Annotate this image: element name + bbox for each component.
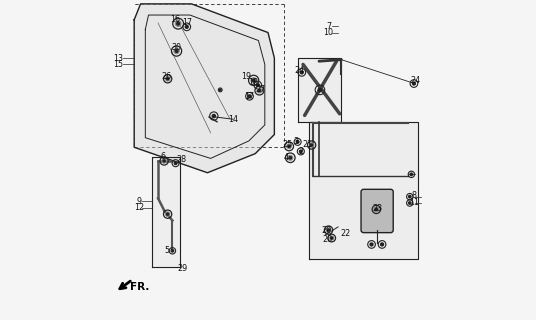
Circle shape bbox=[370, 243, 373, 246]
Circle shape bbox=[408, 202, 411, 204]
Circle shape bbox=[310, 143, 314, 147]
Circle shape bbox=[256, 84, 259, 87]
Text: 2: 2 bbox=[298, 147, 303, 156]
Circle shape bbox=[257, 88, 262, 93]
Polygon shape bbox=[152, 157, 181, 267]
Text: 10: 10 bbox=[324, 28, 333, 37]
Text: 13: 13 bbox=[113, 53, 123, 62]
Circle shape bbox=[311, 144, 312, 146]
Circle shape bbox=[167, 78, 169, 80]
Circle shape bbox=[175, 50, 178, 52]
Circle shape bbox=[288, 145, 290, 148]
Circle shape bbox=[300, 150, 302, 153]
Text: 9: 9 bbox=[136, 197, 142, 206]
Circle shape bbox=[175, 21, 181, 26]
Text: 30: 30 bbox=[172, 43, 182, 52]
Circle shape bbox=[258, 89, 260, 92]
Text: 15: 15 bbox=[113, 60, 123, 69]
Text: 24: 24 bbox=[410, 76, 420, 85]
Circle shape bbox=[287, 144, 291, 148]
Circle shape bbox=[252, 79, 255, 82]
Circle shape bbox=[163, 160, 165, 162]
Text: 16: 16 bbox=[170, 15, 181, 24]
Circle shape bbox=[327, 229, 330, 231]
Text: 3: 3 bbox=[294, 137, 299, 146]
Circle shape bbox=[326, 228, 331, 232]
Circle shape bbox=[381, 243, 384, 246]
Text: 4: 4 bbox=[284, 153, 289, 162]
Circle shape bbox=[174, 162, 177, 164]
Text: 6: 6 bbox=[161, 152, 166, 161]
Circle shape bbox=[185, 25, 188, 28]
Circle shape bbox=[413, 82, 415, 85]
Circle shape bbox=[177, 22, 180, 25]
Polygon shape bbox=[298, 58, 341, 122]
Text: 11: 11 bbox=[409, 197, 419, 206]
Text: 24: 24 bbox=[295, 66, 305, 75]
Text: 12: 12 bbox=[134, 203, 144, 212]
Text: 20: 20 bbox=[323, 235, 333, 244]
Text: 7: 7 bbox=[326, 22, 331, 31]
Text: 20: 20 bbox=[321, 226, 331, 235]
Text: 22: 22 bbox=[340, 229, 350, 238]
Text: 29: 29 bbox=[178, 264, 188, 273]
Polygon shape bbox=[309, 122, 418, 259]
Text: 18: 18 bbox=[248, 78, 258, 87]
Text: 28: 28 bbox=[176, 155, 187, 164]
Text: 26: 26 bbox=[161, 72, 171, 81]
Text: 8: 8 bbox=[412, 190, 416, 200]
FancyBboxPatch shape bbox=[361, 189, 393, 233]
Circle shape bbox=[162, 159, 166, 163]
Text: 21: 21 bbox=[303, 140, 313, 148]
Text: 25: 25 bbox=[282, 140, 292, 149]
Circle shape bbox=[289, 156, 292, 159]
Circle shape bbox=[171, 250, 174, 252]
Circle shape bbox=[374, 207, 378, 212]
Circle shape bbox=[288, 156, 293, 160]
Circle shape bbox=[219, 89, 221, 91]
Circle shape bbox=[318, 88, 322, 92]
Circle shape bbox=[296, 140, 299, 143]
Circle shape bbox=[174, 49, 179, 53]
Polygon shape bbox=[134, 4, 274, 173]
Circle shape bbox=[166, 212, 170, 216]
Text: 17: 17 bbox=[183, 19, 193, 28]
Circle shape bbox=[251, 78, 256, 83]
Text: FR.: FR. bbox=[130, 282, 150, 292]
Circle shape bbox=[410, 173, 413, 176]
Circle shape bbox=[300, 71, 303, 74]
Text: 27: 27 bbox=[256, 85, 266, 94]
Circle shape bbox=[375, 208, 377, 211]
Text: 5: 5 bbox=[165, 246, 169, 255]
Circle shape bbox=[167, 213, 169, 215]
Circle shape bbox=[331, 237, 333, 239]
Circle shape bbox=[408, 196, 411, 198]
Text: 23: 23 bbox=[373, 204, 383, 213]
Text: 17: 17 bbox=[244, 92, 254, 101]
Text: 14: 14 bbox=[228, 115, 238, 124]
Circle shape bbox=[330, 236, 333, 240]
Text: 19: 19 bbox=[241, 72, 251, 81]
Circle shape bbox=[248, 95, 251, 98]
Circle shape bbox=[212, 115, 215, 118]
Circle shape bbox=[166, 77, 170, 81]
